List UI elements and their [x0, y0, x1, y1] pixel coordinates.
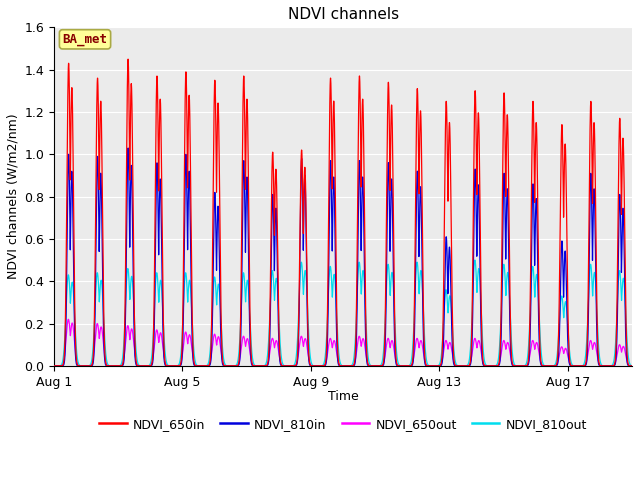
Title: NDVI channels: NDVI channels: [287, 7, 399, 22]
Y-axis label: NDVI channels (W/m2/nm): NDVI channels (W/m2/nm): [7, 114, 20, 279]
X-axis label: Time: Time: [328, 390, 358, 403]
Legend: NDVI_650in, NDVI_810in, NDVI_650out, NDVI_810out: NDVI_650in, NDVI_810in, NDVI_650out, NDV…: [94, 413, 592, 436]
Text: BA_met: BA_met: [63, 33, 108, 46]
